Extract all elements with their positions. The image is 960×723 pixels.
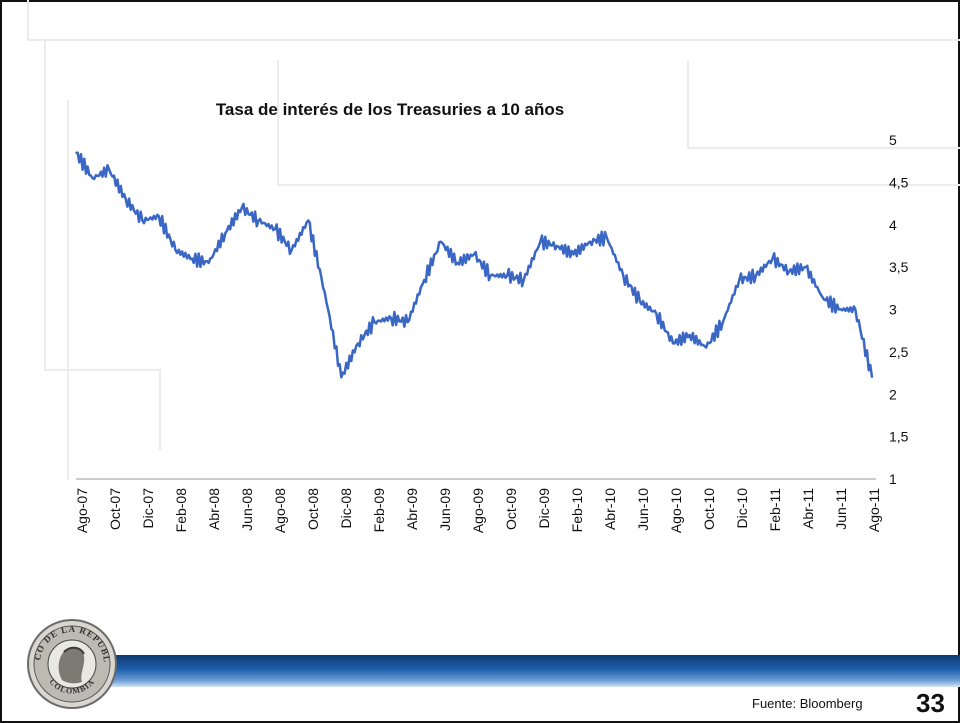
data-point: [141, 219, 144, 222]
y-tick-label: 4,5: [889, 174, 909, 190]
data-point: [821, 295, 824, 298]
y-tick-label: 4: [889, 217, 897, 233]
y-tick-label: 2: [889, 386, 897, 402]
data-point: [522, 279, 525, 281]
x-tick-label: Feb-11: [767, 488, 783, 532]
x-tick-label: Dic-09: [536, 488, 552, 529]
data-point: [207, 262, 210, 264]
x-tick-label: Oct-08: [305, 488, 321, 530]
data-point: [672, 342, 674, 345]
x-tick-label: Ago-10: [668, 488, 684, 533]
data-point: [290, 249, 293, 251]
data-point: [191, 257, 193, 260]
data-point: [838, 308, 840, 311]
x-tick-label: Abr-11: [800, 488, 816, 529]
footer-band: [40, 655, 960, 687]
data-point: [771, 257, 774, 260]
banco-de-la-republica-seal: BANCO DE LA REPUBLICA COLOMBIA: [26, 618, 117, 709]
data-point: [871, 376, 873, 379]
data-point: [357, 342, 359, 345]
source-note: Fuente: Bloomberg: [752, 696, 863, 711]
data-point: [755, 274, 757, 277]
data-point: [556, 245, 558, 247]
x-tick-label: Ago-07: [74, 488, 90, 533]
x-tick-label: Abr-09: [404, 488, 420, 530]
data-point: [241, 207, 243, 209]
data-point: [323, 291, 326, 294]
data-point: [75, 151, 77, 154]
data-point: [705, 346, 707, 349]
data-point: [224, 232, 227, 235]
x-tick-label: Ago-09: [470, 488, 486, 533]
series-line: [75, 151, 874, 379]
data-point: [804, 266, 807, 268]
data-point: [622, 274, 625, 277]
data-point: [605, 236, 608, 239]
x-tick-label: Ago-11: [866, 488, 882, 532]
data-point: [257, 219, 260, 222]
data-point: [390, 317, 392, 319]
data-point: [91, 177, 94, 179]
y-tick-label: 3,5: [889, 259, 909, 275]
data-point: [373, 321, 376, 324]
data-point: [639, 300, 641, 302]
x-tick-label: Feb-10: [569, 488, 585, 533]
x-tick-label: Abr-08: [206, 488, 222, 530]
data-point: [473, 253, 475, 256]
x-tick-label: Jun-09: [437, 488, 453, 531]
data-point: [108, 168, 110, 171]
data-point: [274, 228, 276, 230]
data-point: [440, 240, 442, 243]
x-tick-label: Dic-08: [338, 488, 354, 529]
data-point: [174, 249, 177, 251]
data-point: [589, 240, 591, 243]
data-point: [158, 215, 160, 218]
data-point: [688, 334, 691, 336]
data-point: [340, 376, 343, 379]
data-point: [406, 321, 409, 324]
data-point: [307, 219, 309, 222]
data-point: [506, 274, 508, 277]
x-tick-label: Feb-08: [173, 488, 189, 533]
y-tick-label: 2,5: [889, 344, 909, 360]
x-tick-label: Oct-07: [107, 488, 123, 530]
y-tick-label: 1: [889, 471, 897, 487]
data-point: [539, 240, 542, 243]
chart-title: Tasa de interés de los Treasuries a 10 a…: [215, 100, 565, 119]
x-tick-label: Jun-08: [239, 488, 255, 531]
y-tick-label: 1,5: [889, 429, 909, 445]
data-point: [456, 262, 459, 264]
y-tick-label: 3: [889, 302, 897, 318]
data-point: [489, 274, 492, 277]
page-number: 33: [916, 688, 945, 718]
x-tick-label: Jun-10: [635, 488, 651, 531]
data-point: [572, 253, 575, 256]
x-tick-label: Abr-10: [602, 488, 618, 530]
x-tick-label: Feb-09: [371, 488, 387, 533]
data-point: [738, 279, 741, 281]
x-tick-label: Dic-07: [140, 488, 156, 529]
x-tick-label: Dic-10: [734, 488, 750, 529]
data-point: [124, 198, 127, 201]
x-tick-label: Ago-08: [272, 488, 288, 533]
data-point: [854, 308, 857, 311]
x-tick-label: Oct-09: [503, 488, 519, 530]
x-tick-label: Jun-11: [833, 488, 849, 530]
data-point: [655, 312, 658, 315]
y-tick-label: 5: [889, 132, 897, 148]
data-point: [788, 270, 790, 273]
x-tick-label: Oct-10: [701, 488, 717, 530]
data-point: [721, 321, 724, 324]
data-point: [423, 279, 426, 281]
